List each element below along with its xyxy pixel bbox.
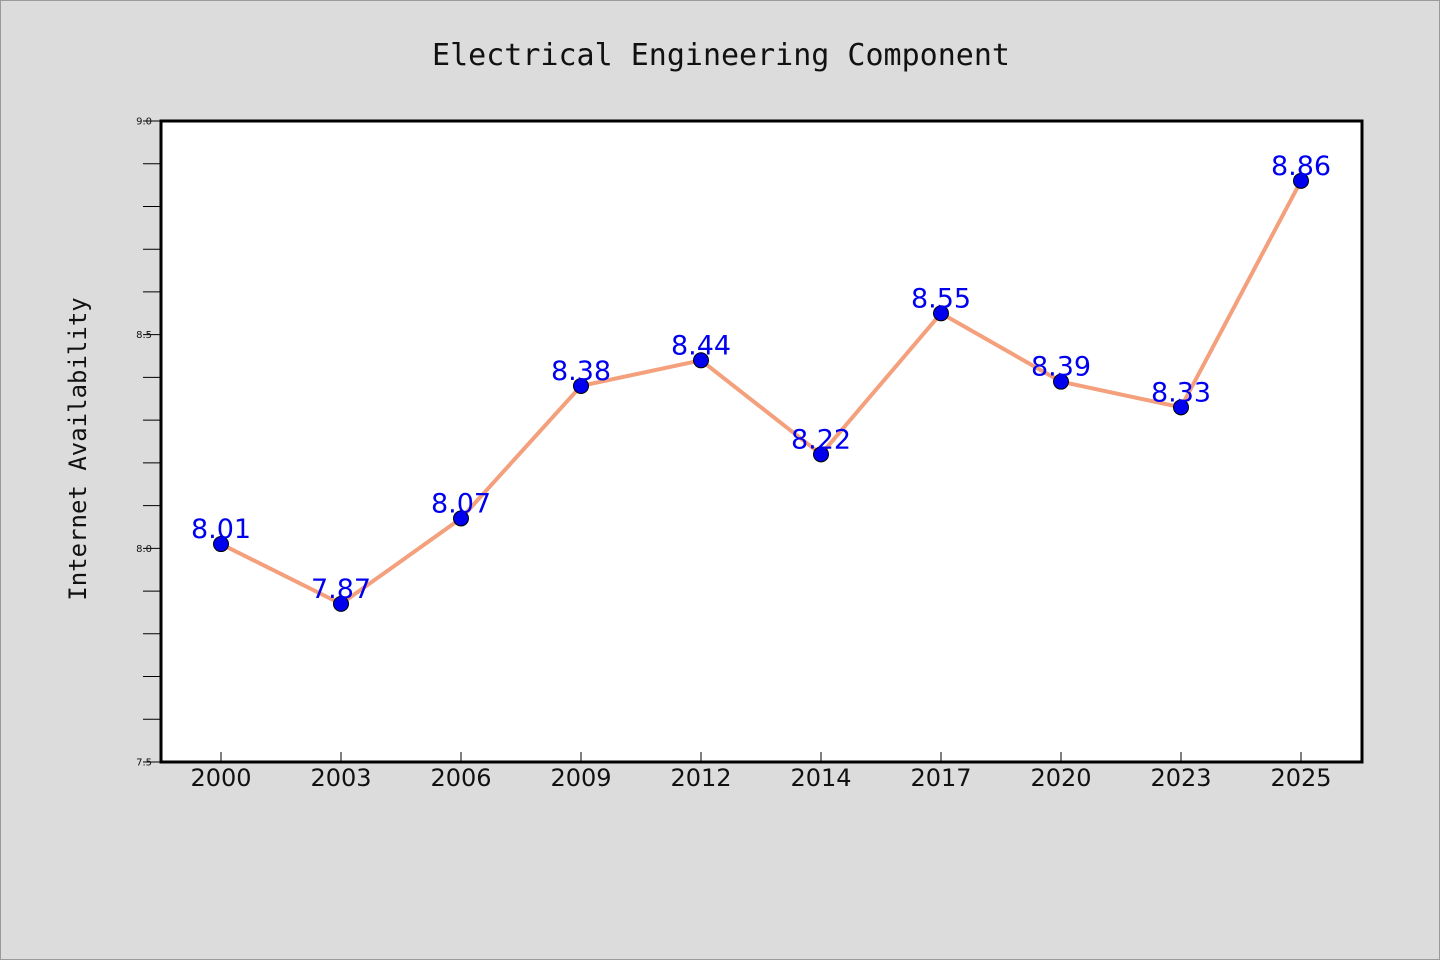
data-label: 8.55 bbox=[911, 283, 971, 314]
data-point-marker bbox=[1053, 373, 1069, 390]
data-label: 8.07 bbox=[431, 488, 491, 519]
data-label: 8.39 bbox=[1031, 352, 1091, 383]
data-point-marker bbox=[213, 536, 229, 553]
x-tick-label: 2000 bbox=[190, 764, 251, 792]
y-tick-label: 8.5 bbox=[136, 330, 152, 341]
series-layer bbox=[213, 172, 1309, 612]
data-point-marker bbox=[1293, 172, 1309, 189]
data-point-marker bbox=[573, 377, 589, 394]
x-tick-label: 2012 bbox=[670, 764, 731, 792]
data-point-marker bbox=[453, 510, 469, 527]
x-tick-label: 2009 bbox=[550, 764, 611, 792]
x-tick-label: 2025 bbox=[1270, 764, 1331, 792]
y-tick-label: 7.5 bbox=[136, 758, 152, 769]
x-tick-label: 2003 bbox=[310, 764, 371, 792]
data-label: 7.87 bbox=[311, 574, 371, 605]
data-point-marker bbox=[1173, 399, 1189, 416]
data-label: 8.22 bbox=[791, 424, 851, 455]
y-axis-ticks: 7.5 8.0 8.5 9.0 bbox=[136, 117, 161, 769]
data-labels: 8.01 7.87 8.07 8.38 8.44 8.22 8.55 8.39 8.33 8.86 bbox=[191, 151, 1331, 605]
x-tick-label: 2017 bbox=[910, 764, 971, 792]
x-tick-label: 2014 bbox=[790, 764, 851, 792]
y-tick-label: 9.0 bbox=[136, 117, 152, 128]
data-label: 8.01 bbox=[191, 514, 251, 545]
x-tick-label: 2006 bbox=[430, 764, 491, 792]
x-axis-ticks: 2000 2003 2006 2009 2012 2014 2017 2020 2023 2025 bbox=[190, 752, 1332, 792]
data-point-marker bbox=[693, 352, 709, 369]
data-label: 8.86 bbox=[1271, 151, 1331, 182]
data-label: 8.44 bbox=[671, 330, 731, 361]
y-tick-label: 8.0 bbox=[136, 544, 152, 555]
data-label: 8.38 bbox=[551, 356, 611, 387]
data-point-marker bbox=[333, 595, 349, 612]
y-axis-label: Internet Availability bbox=[64, 297, 92, 600]
data-point-marker bbox=[813, 446, 829, 463]
data-label: 8.33 bbox=[1151, 377, 1211, 408]
x-tick-label: 2023 bbox=[1150, 764, 1211, 792]
x-tick-label: 2020 bbox=[1030, 764, 1091, 792]
chart-title: Electrical Engineering Component bbox=[432, 38, 1010, 73]
plot-area bbox=[159, 119, 1364, 764]
data-point-marker bbox=[933, 305, 949, 322]
series-line bbox=[219, 178, 1303, 606]
